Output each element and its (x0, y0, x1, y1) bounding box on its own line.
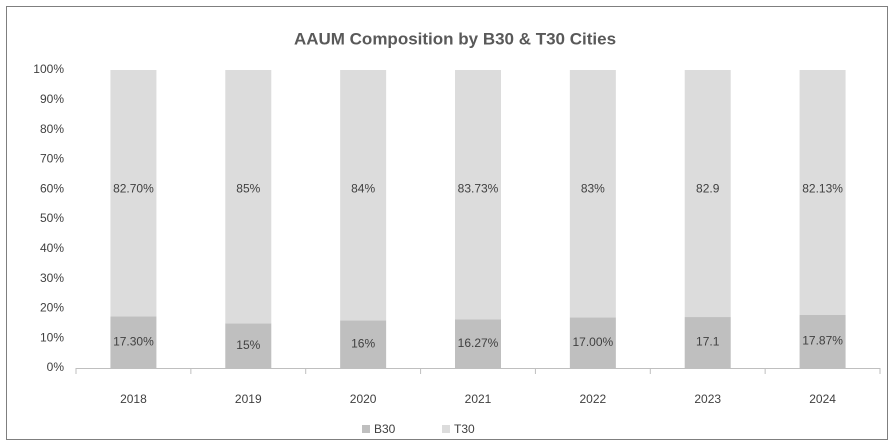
data-label: 85% (236, 181, 260, 195)
y-tick-label: 100% (33, 62, 64, 76)
bar-segment (455, 319, 501, 368)
x-tick-label: 2020 (350, 392, 377, 406)
bar-segment (340, 320, 387, 368)
y-tick-label: 30% (40, 271, 64, 285)
bar-segment (110, 316, 157, 368)
data-label: 82.9 (696, 181, 720, 195)
chart-title: AAUM Composition by B30 & T30 Cities (294, 29, 616, 48)
data-label: 83.73% (458, 181, 499, 195)
y-tick-label: 90% (40, 92, 64, 106)
x-tick-label: 2019 (235, 392, 262, 406)
bar-segment (455, 70, 501, 320)
bar-segment (684, 317, 731, 368)
bar-segment (225, 70, 272, 324)
bar-segment (799, 70, 846, 315)
x-tick-label: 2024 (809, 392, 836, 406)
y-tick-label: 70% (40, 152, 64, 166)
x-tick-label: 2023 (694, 392, 721, 406)
y-tick-label: 0% (47, 360, 65, 374)
y-tick-label: 20% (40, 301, 64, 315)
bar-segment (340, 70, 387, 321)
bar-segment (684, 70, 731, 318)
y-tick-label: 60% (40, 181, 64, 195)
y-tick-label: 40% (40, 241, 64, 255)
data-label: 16.27% (458, 336, 499, 350)
x-tick-label: 2022 (580, 392, 607, 406)
x-tick-label: 2018 (120, 392, 147, 406)
legend-label: T30 (454, 422, 475, 436)
data-label: 17.30% (113, 334, 154, 348)
bar-segment (799, 314, 846, 368)
data-label: 83% (581, 181, 605, 195)
data-label: 15% (236, 338, 260, 352)
y-tick-label: 50% (40, 211, 64, 225)
bar-segment (110, 70, 157, 317)
data-label: 82.70% (113, 181, 154, 195)
bar-segment (569, 317, 616, 368)
data-label: 84% (351, 181, 375, 195)
bar-segment (569, 70, 616, 318)
y-tick-label: 80% (40, 122, 64, 136)
data-label: 17.00% (573, 335, 614, 349)
data-label: 17.87% (802, 334, 843, 348)
data-label: 16% (351, 336, 375, 350)
legend-label: B30 (374, 422, 396, 436)
x-tick-label: 2021 (465, 392, 492, 406)
legend-swatch (362, 425, 370, 433)
bar-segment (225, 323, 272, 368)
y-tick-label: 10% (40, 330, 64, 344)
data-label: 82.13% (802, 181, 843, 195)
data-label: 17.1 (696, 335, 720, 349)
legend-swatch (442, 425, 450, 433)
